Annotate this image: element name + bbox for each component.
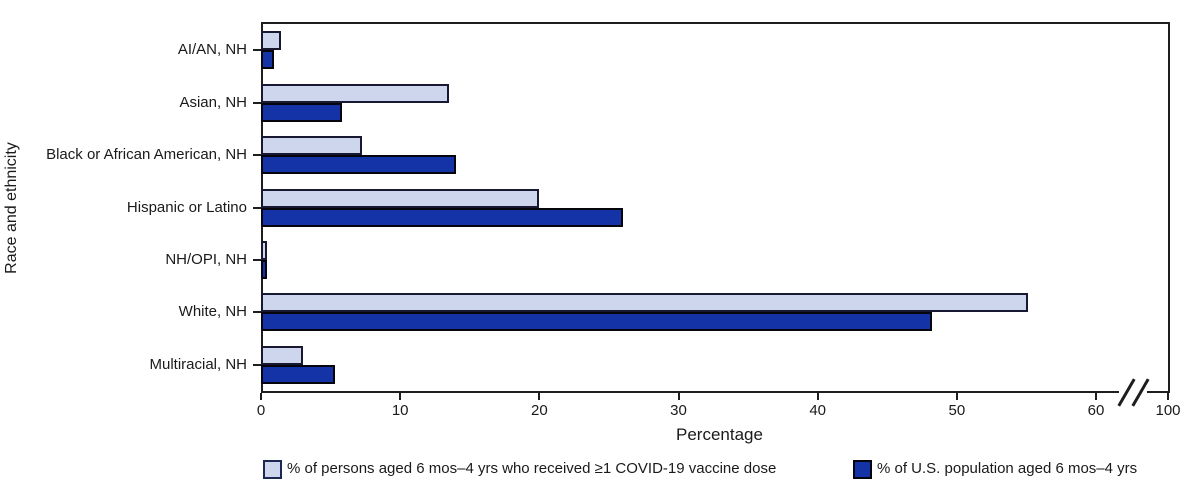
category-tick [253,258,261,261]
category-label: Black or African American, NH [46,146,247,164]
category-tick [253,49,261,52]
x-axis-tick [677,393,680,400]
bar-vaccinated [261,240,267,260]
legend-swatch-population [853,460,872,479]
bar-vaccinated [261,293,1028,313]
x-axis-tick [260,393,262,400]
x-axis-tick [399,393,402,400]
bar-vaccinated [261,31,281,51]
bar-population [261,155,456,175]
category-tick [253,311,261,314]
category-tick [253,154,261,157]
bar-vaccinated [261,83,449,103]
x-axis-tick-label: 60 [1087,402,1105,419]
x-axis-tick [1167,393,1169,400]
category-label: NH/OPI, NH [165,250,247,268]
category-label: White, NH [178,303,247,321]
x-axis-tick-label: 10 [391,402,409,419]
legend-label-vaccinated: % of persons aged 6 mos–4 yrs who receiv… [287,460,777,477]
category-label: Asian, NH [179,93,247,111]
bar-population [261,207,623,227]
bar-population [261,259,267,279]
x-axis-tick-label: 100 [1155,402,1181,419]
category-tick [253,101,261,104]
x-axis-title: Percentage [676,425,763,444]
category-label: Multiracial, NH [149,355,247,373]
legend-swatch-vaccinated [263,460,282,479]
category-tick [253,206,261,209]
bar-population [261,312,932,332]
bar-population [261,50,274,70]
category-tick [253,363,261,366]
bar-vaccinated [261,345,303,365]
x-axis-tick [538,393,541,400]
category-label: AI/AN, NH [177,41,247,59]
bar-vaccinated [261,188,539,208]
x-axis-tick [955,393,958,400]
bar-population [261,364,335,384]
x-axis-tick [816,393,819,400]
legend-label-population: % of U.S. population aged 6 mos–4 yrs [877,460,1138,477]
bar-vaccinated [261,136,362,156]
x-axis-tick-label: 30 [670,402,687,419]
x-axis-tick-label: 0 [256,402,266,419]
bar-population [261,102,342,122]
x-axis-tick-label: 20 [530,402,548,419]
category-label: Hispanic or Latino [126,198,247,216]
x-axis-tick-label: 50 [948,402,966,419]
x-axis-tick [1095,393,1097,400]
x-axis-tick-label: 40 [809,402,826,419]
axis-break-gap [1119,389,1147,397]
